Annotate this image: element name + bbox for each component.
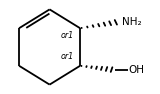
Text: or1: or1 — [61, 31, 74, 40]
Text: or1: or1 — [61, 52, 74, 61]
Text: OH: OH — [129, 65, 145, 75]
Text: NH₂: NH₂ — [122, 17, 141, 27]
